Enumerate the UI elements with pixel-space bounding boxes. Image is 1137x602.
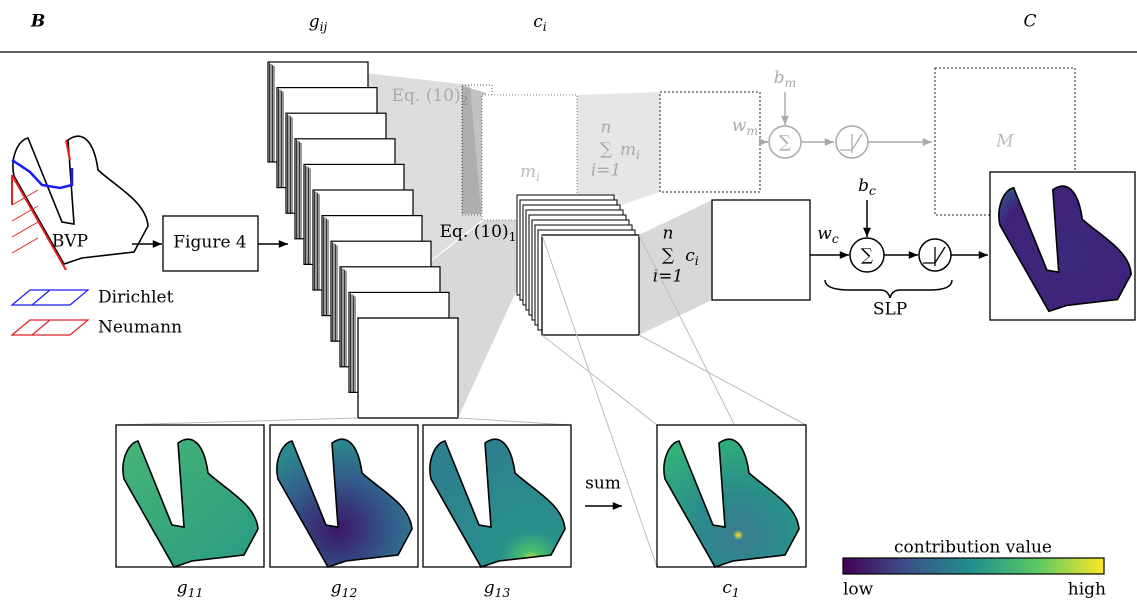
zoom-line: [542, 335, 657, 425]
label: M: [995, 132, 1014, 152]
arrow-head: [979, 251, 988, 259]
arrow-head: [909, 251, 918, 259]
arrow-head: [781, 116, 789, 125]
header-label: B: [30, 12, 45, 32]
arrow-head: [863, 228, 871, 237]
label-subscript: c: [869, 184, 876, 198]
label-base: m: [620, 140, 636, 160]
panel-label: g12: [331, 578, 358, 600]
label-base: g: [331, 578, 342, 598]
contribution-map: [542, 235, 639, 335]
panel-label: g13: [484, 578, 511, 600]
label: contribution value: [894, 538, 1052, 558]
arrow-head: [825, 138, 834, 146]
neumann-mesh: [12, 222, 38, 237]
zoom-line: [116, 418, 358, 425]
label-subscript: c: [832, 232, 839, 246]
sum-bound: n: [663, 224, 674, 244]
diagram: BgijciCBVPDirichletNeumannFigure 4Eq. (1…: [0, 0, 1137, 602]
label-base: b: [858, 176, 869, 196]
label: Dirichlet: [98, 288, 174, 308]
label-base: Eq. (10): [440, 222, 509, 242]
mass-sum-box: [660, 92, 760, 192]
label-subscript: i: [543, 20, 547, 34]
label: ∑: [779, 133, 791, 153]
feature-map: [358, 318, 458, 418]
label: BVP: [52, 232, 88, 252]
header-label: ci: [533, 12, 547, 34]
label-subscript: 1: [509, 230, 517, 244]
slp-brace: [825, 280, 952, 298]
subscripted-label: Eq. (10)1: [440, 222, 517, 244]
label-base: w: [817, 224, 832, 244]
label-subscript: 13: [495, 586, 511, 600]
label-base: c: [685, 246, 695, 266]
label-base: b: [774, 68, 785, 88]
dirichlet-icon: [12, 290, 88, 305]
label-subscript: 12: [342, 586, 358, 600]
label-base: c: [533, 12, 543, 32]
bias-label: bm: [774, 68, 797, 90]
label-subscript: m: [746, 124, 758, 138]
label-subscript: 11: [188, 586, 204, 600]
label: sum: [585, 474, 621, 494]
sum-bound: n: [601, 118, 612, 138]
label-base: m: [520, 162, 536, 182]
zoom-line: [458, 418, 571, 425]
panel-label: g11: [177, 578, 203, 600]
header-label: gij: [309, 12, 328, 34]
sum-symbol: ∑: [600, 140, 612, 160]
neumann-icon: [12, 320, 88, 335]
label-subscript: i: [636, 148, 640, 162]
label: ∑: [861, 246, 873, 266]
arrow-head: [613, 502, 622, 510]
arrow-head: [153, 240, 162, 248]
arrow-head: [279, 240, 288, 248]
weight-label: wc: [817, 224, 839, 246]
label-base: w: [732, 116, 747, 136]
label-base: g: [177, 578, 188, 598]
neumann-mesh: [12, 238, 38, 253]
subscripted-label: Eq. (10)2: [392, 86, 469, 108]
sum-bound: i=1: [653, 267, 684, 287]
label-subscript: i: [536, 170, 540, 184]
label-subscript: 1: [732, 586, 740, 600]
header-label: C: [1023, 12, 1036, 32]
label-subscript: m: [785, 76, 797, 90]
sum-bound: i=1: [591, 161, 622, 181]
panel-label: c1: [722, 578, 739, 600]
colorbar: [843, 558, 1104, 574]
contribution-sum-box: [712, 200, 810, 300]
arrow-head: [923, 138, 932, 146]
label-base: c: [722, 578, 732, 598]
arrow-head: [840, 251, 849, 259]
bias-label: bc: [858, 176, 876, 198]
label: high: [1068, 580, 1106, 600]
sum-symbol: ∑: [662, 246, 674, 266]
label-base: g: [484, 578, 495, 598]
label: low: [843, 580, 874, 600]
label: SLP: [873, 300, 907, 320]
label-base: Eq. (10): [392, 86, 461, 106]
label: Figure 4: [173, 233, 246, 253]
label: Neumann: [98, 318, 182, 338]
label-subscript: ij: [320, 20, 328, 34]
zoom-line: [639, 335, 806, 425]
label-subscript: i: [695, 254, 699, 268]
label-base: g: [309, 12, 320, 32]
